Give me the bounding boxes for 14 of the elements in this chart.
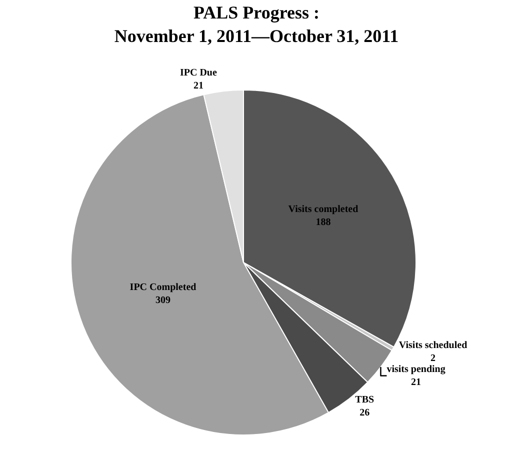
slice-label: Visits scheduled — [398, 340, 468, 351]
data-label: 188 — [316, 216, 331, 228]
slice-label: visits pending — [386, 364, 446, 375]
data-label: 21 — [411, 376, 422, 388]
data-label: 26 — [360, 407, 370, 418]
data-label: 309 — [155, 295, 170, 306]
slice-label: IPC Due — [180, 67, 218, 78]
data-label: 21 — [193, 80, 204, 92]
chart-subtitle: November 1, 2011—October 31, 2011 — [114, 26, 399, 46]
slice-label: TBS — [355, 394, 375, 406]
chart-title: PALS Progress : — [194, 2, 320, 22]
data-label: 2 — [430, 352, 436, 364]
slice-label: Visits completed — [288, 204, 359, 215]
slice-label: IPC Completed — [130, 282, 197, 294]
